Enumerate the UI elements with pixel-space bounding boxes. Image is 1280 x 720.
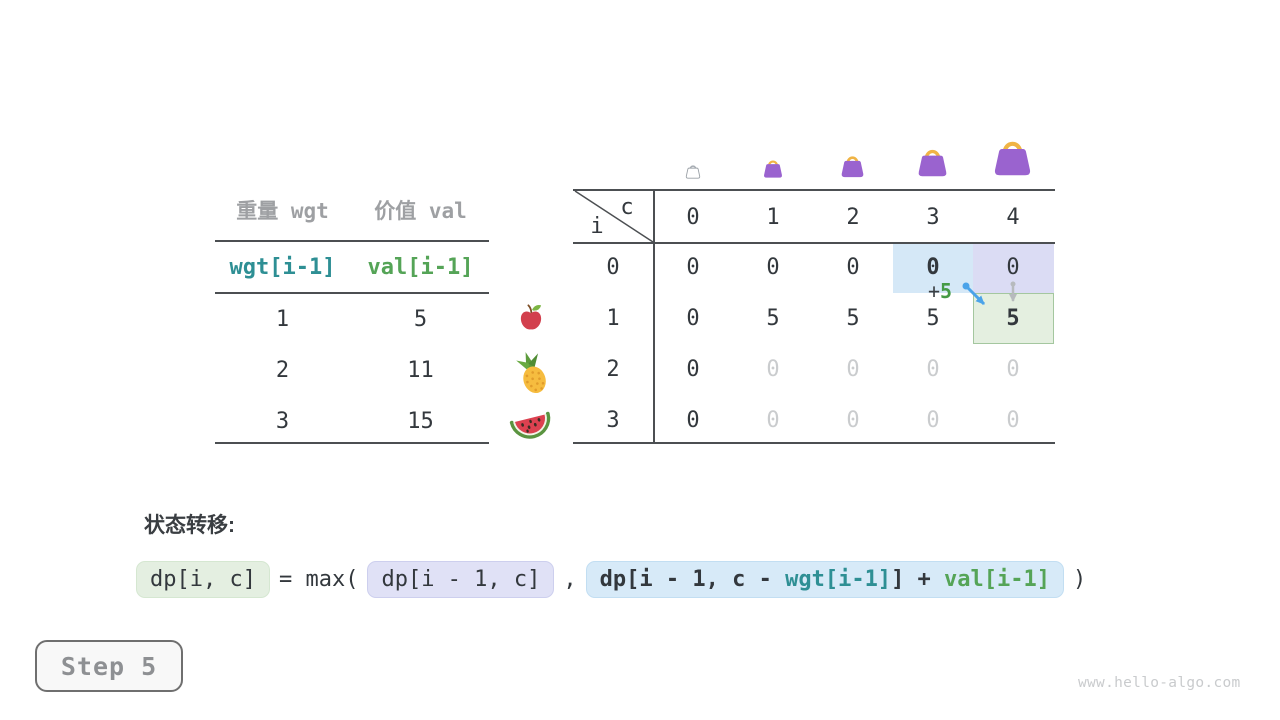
dp-cell-i0-c3: 0 (926, 255, 940, 280)
formula-arg1-box: dp[i - 1, c] (367, 561, 555, 598)
col-header-c1: 1 (766, 205, 780, 230)
plus-sign: + (928, 279, 941, 303)
dp-cell-i2-c2: 0 (846, 357, 860, 382)
col-header-c4: 4 (1006, 205, 1020, 230)
dp-table-vertical-rule (653, 189, 655, 444)
dp-cell-i0-c1: 0 (766, 255, 780, 280)
item-1-weight: 1 (275, 307, 290, 332)
items-table-mid-rule (215, 292, 489, 294)
formula-arg2-box: dp[i - 1, c - wgt[i-1]] + val[i-1] (585, 561, 1065, 598)
col-header-c3: 3 (926, 205, 940, 230)
dp-cell-i2-c3: 0 (926, 357, 940, 382)
dp-cell-i1-c3: 5 (926, 306, 940, 331)
item-2-weight: 2 (275, 358, 290, 383)
col-header-c0: 0 (686, 205, 700, 230)
item-1-value: 5 (413, 307, 428, 332)
row-header-i3: 3 (606, 408, 620, 433)
state-transition-formula: dp[i, c] = max( dp[i - 1, c] , dp[i - 1,… (136, 561, 1086, 598)
dp-cell-i0-c2: 0 (846, 255, 860, 280)
dp-cell-i3-c0: 0 (686, 408, 700, 433)
dp-cell-i1-c2: 5 (846, 306, 860, 331)
dp-cell-i1-c1: 5 (766, 306, 780, 331)
state-transition-label: 状态转移: (144, 514, 235, 537)
watermark: www.hello-algo.com (1078, 675, 1241, 691)
formula-lhs-box: dp[i, c] (136, 561, 270, 598)
items-table-bottom-rule (215, 442, 489, 444)
pineapple-icon (511, 349, 555, 397)
formula-equals-max: = max( (278, 567, 359, 592)
val-variable-label: val[i-1] (367, 255, 474, 280)
row-header-i2: 2 (606, 357, 620, 382)
arg2-prefix: dp[i - 1, c - (599, 567, 786, 592)
arg2-mid: ] + (891, 567, 945, 592)
dp-cell-i3-c4: 0 (1006, 408, 1020, 433)
step-button[interactable]: Step 5 (35, 640, 183, 692)
highlight-cell-i0-c3 (893, 243, 973, 293)
dp-cell-i3-c3: 0 (926, 408, 940, 433)
dp-cell-i2-c0: 0 (686, 357, 700, 382)
bag-icon-capacity-0 (684, 162, 702, 180)
weight-column-header: 重量 wgt (236, 199, 329, 223)
item-3-value: 15 (407, 409, 434, 434)
corner-row-variable: i (590, 214, 604, 239)
formula-close-paren: ) (1073, 567, 1087, 592)
dp-cell-i3-c1: 0 (766, 408, 780, 433)
col-header-c2: 2 (846, 205, 860, 230)
item-2-value: 11 (407, 358, 434, 383)
added-value: 5 (940, 279, 953, 303)
row-header-i1: 1 (606, 306, 620, 331)
dp-cell-i2-c4: 0 (1006, 357, 1020, 382)
items-table-top-rule (215, 240, 489, 242)
arg2-val-term: val[i-1] (944, 567, 1051, 592)
dp-table-bottom-rule (573, 442, 1055, 444)
formula-separator: , (563, 567, 577, 592)
dp-cell-i2-c1: 0 (766, 357, 780, 382)
dp-cell-i0-c0: 0 (686, 255, 700, 280)
dp-cell-i1-c4: 5 (1006, 306, 1020, 331)
dp-cell-i0-c4: 0 (1006, 255, 1020, 280)
dp-table-header-rule (573, 242, 1055, 244)
bag-icon-capacity-2 (838, 151, 867, 180)
apple-icon (516, 301, 546, 333)
watermelon-icon (508, 402, 552, 442)
dp-cell-i3-c2: 0 (846, 408, 860, 433)
row-header-i0: 0 (606, 255, 620, 280)
bag-icon-capacity-3 (914, 143, 951, 180)
dp-table-top-rule (573, 189, 1055, 191)
value-column-header: 价值 val (374, 199, 467, 223)
plus-value-annotation: +5 (928, 280, 952, 302)
arg2-wgt-term: wgt[i-1] (785, 567, 892, 592)
bag-icon-capacity-1 (761, 156, 785, 180)
item-3-weight: 3 (275, 409, 290, 434)
dp-cell-i1-c0: 0 (686, 306, 700, 331)
corner-col-variable: c (620, 195, 634, 220)
wgt-variable-label: wgt[i-1] (229, 255, 336, 280)
bag-icon-capacity-4 (989, 133, 1036, 180)
